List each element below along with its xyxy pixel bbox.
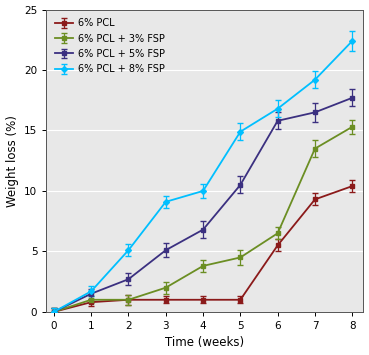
Legend: 6% PCL, 6% PCL + 3% FSP, 6% PCL + 5% FSP, 6% PCL + 8% FSP: 6% PCL, 6% PCL + 3% FSP, 6% PCL + 5% FSP… [51, 15, 168, 78]
X-axis label: Time (weeks): Time (weeks) [165, 337, 245, 349]
Y-axis label: Weight loss (%): Weight loss (%) [6, 115, 18, 207]
